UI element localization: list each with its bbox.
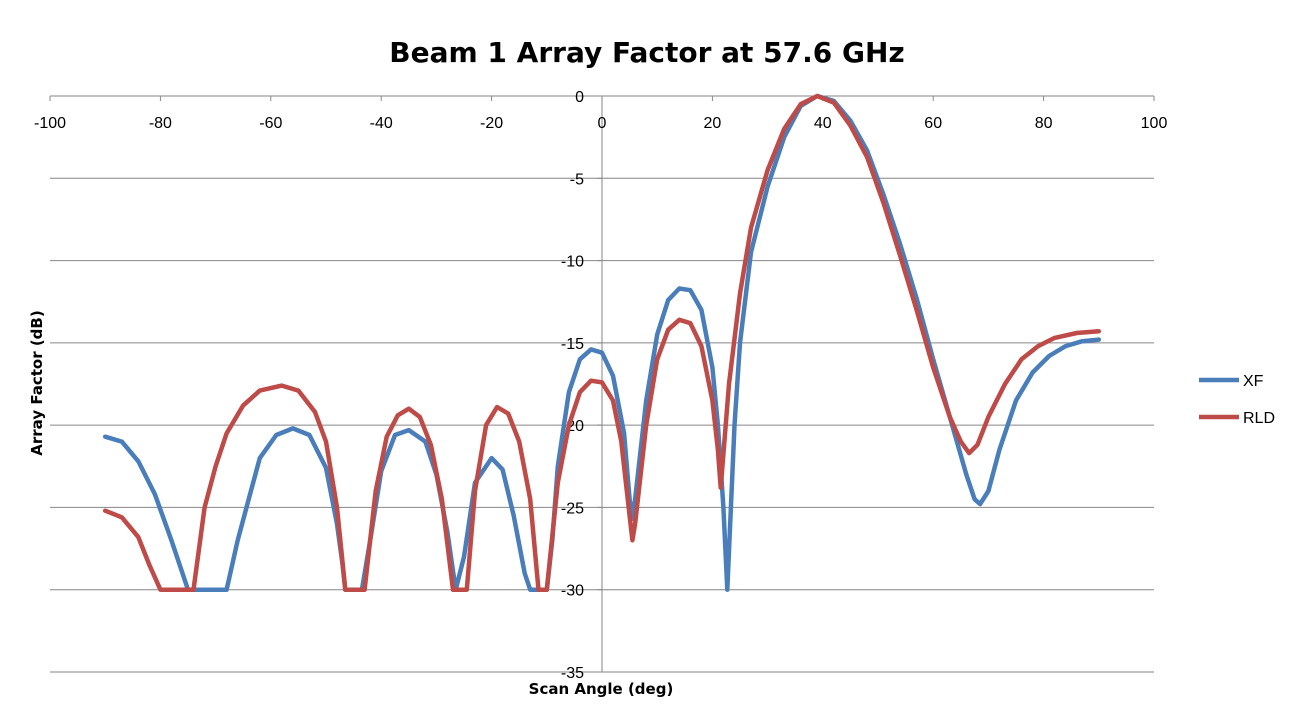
x-tick-label: -60: [259, 115, 282, 132]
series-lines: [102, 93, 1102, 592]
x-tick-label: 40: [814, 115, 832, 132]
series-line-xf: [102, 93, 1102, 592]
series-line-rld: [102, 93, 1102, 592]
x-tick-label: -80: [149, 115, 172, 132]
y-tick-label: -10: [561, 254, 584, 271]
x-tick-label: -40: [370, 115, 393, 132]
y-tick-labels: 0-5-10-15-20-25-30-35: [561, 89, 584, 682]
x-tick-label: -100: [34, 115, 66, 132]
x-axis-label: Scan Angle (deg): [529, 680, 674, 698]
y-axis-label: Array Factor (dB): [28, 310, 46, 455]
x-tick-label: 60: [924, 115, 942, 132]
x-tick-label: 0: [598, 115, 607, 132]
y-tick-label: -5: [570, 171, 584, 188]
y-tick-label: -15: [561, 336, 584, 353]
x-tick-labels: -100 -80 -60 -40 -20 0 20 40 60 80 100: [34, 115, 1167, 132]
y-tick-label: -35: [561, 665, 584, 682]
x-tick-label: -20: [480, 115, 503, 132]
legend: XF RLD: [1199, 373, 1275, 427]
y-tick-label: -30: [561, 583, 584, 600]
y-tick-label: 0: [575, 89, 584, 106]
chart-title: Beam 1 Array Factor at 57.6 GHz: [389, 36, 904, 69]
legend-label-xf: XF: [1243, 373, 1264, 390]
y-tick-label: -25: [561, 500, 584, 517]
x-tick-label: 80: [1035, 115, 1053, 132]
legend-label-rld: RLD: [1243, 410, 1275, 427]
x-tick-label: 20: [704, 115, 722, 132]
x-tick-label: 100: [1141, 115, 1168, 132]
